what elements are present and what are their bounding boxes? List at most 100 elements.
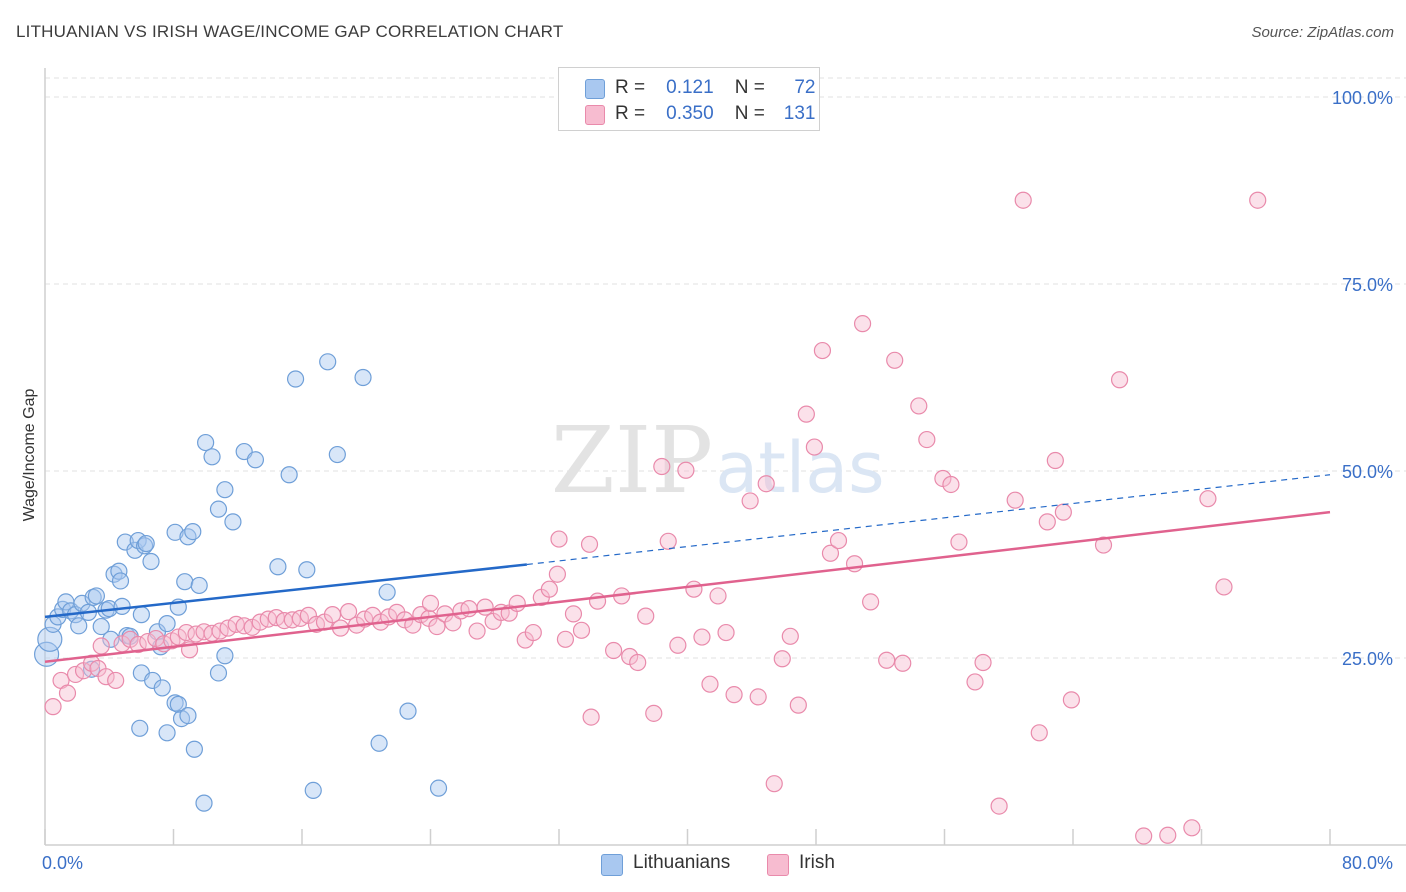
axes	[44, 68, 1406, 846]
data-point	[765, 775, 783, 793]
data-point	[197, 433, 215, 452]
data-point	[757, 475, 775, 493]
data-point	[378, 583, 396, 601]
data-point	[319, 353, 337, 371]
data-point	[246, 451, 265, 469]
data-point	[669, 636, 687, 654]
data-point	[990, 797, 1008, 815]
data-point	[605, 641, 623, 660]
data-point	[725, 686, 743, 704]
data-point	[942, 475, 960, 494]
data-point	[166, 523, 184, 541]
y-tick-label: 75.0%	[1342, 275, 1393, 295]
data-point	[741, 492, 759, 510]
data-point	[1094, 536, 1113, 554]
data-point	[572, 621, 591, 639]
data-point	[1249, 191, 1267, 209]
data-point	[550, 530, 568, 548]
data-point	[184, 522, 202, 541]
data-point	[910, 397, 928, 415]
data-point	[129, 635, 147, 654]
data-point	[97, 668, 115, 686]
data-point	[813, 341, 832, 360]
x-tick-label-min: 0.0%	[42, 853, 83, 873]
data-point	[216, 481, 234, 499]
data-point	[298, 561, 316, 579]
legend-n-label: N =	[734, 77, 765, 98]
data-point	[66, 665, 85, 684]
bottom-legend-label: Lithuanians	[633, 852, 731, 873]
data-point	[781, 627, 799, 645]
data-point	[853, 315, 872, 333]
data-point	[1046, 451, 1064, 470]
data-point	[137, 534, 155, 553]
trend-line-irish	[44, 510, 1331, 663]
legend-n-value: 131	[783, 103, 816, 124]
data-point	[685, 580, 703, 598]
data-point	[974, 653, 992, 672]
legend-swatch-irish	[585, 105, 605, 125]
data-point	[354, 368, 372, 387]
data-point	[280, 466, 298, 484]
data-point	[304, 781, 322, 799]
data-point	[92, 617, 110, 636]
data-point	[1014, 191, 1032, 209]
data-point	[476, 598, 494, 616]
series-lithuanians	[34, 353, 448, 812]
data-point	[659, 532, 677, 550]
data-point	[886, 351, 904, 369]
data-point	[829, 531, 848, 550]
data-point	[328, 445, 346, 464]
data-point	[1030, 724, 1048, 742]
data-point	[1038, 513, 1056, 531]
trend-line-lithuanians-extension	[526, 474, 1331, 566]
data-point	[70, 617, 88, 635]
data-point	[421, 594, 440, 612]
data-point	[195, 794, 213, 812]
data-point	[556, 630, 575, 648]
data-point	[693, 628, 711, 646]
data-point	[111, 572, 130, 590]
data-point	[224, 513, 242, 531]
data-point	[132, 606, 150, 624]
data-point	[637, 607, 655, 625]
data-point	[966, 673, 984, 691]
bottom-legend-swatch-lithuanians	[601, 854, 623, 876]
data-point	[653, 457, 671, 476]
data-point	[1215, 578, 1233, 596]
data-point	[209, 500, 228, 518]
data-point	[107, 671, 125, 690]
stats-legend: R = 0.121 N = 72 R = 0.350 N = 131	[558, 67, 820, 131]
data-point	[508, 594, 526, 612]
data-point	[677, 461, 695, 479]
data-point	[37, 626, 63, 652]
data-point	[1135, 827, 1153, 845]
data-point	[87, 587, 106, 605]
data-point	[113, 597, 131, 615]
trend-line-lithuanians	[44, 563, 528, 619]
data-point	[158, 724, 176, 742]
data-point	[370, 734, 388, 752]
data-point	[1183, 819, 1201, 837]
chart-source: Source: ZipAtlas.com	[1251, 24, 1394, 41]
data-point	[749, 688, 767, 706]
data-point	[131, 719, 149, 737]
data-point	[1006, 491, 1024, 509]
gridlines	[45, 77, 1406, 659]
tick-labels: 25.0% 50.0% 75.0% 100.0% 0.0% 80.0%	[42, 88, 1393, 873]
data-point	[878, 651, 896, 669]
data-point	[580, 535, 599, 553]
y-tick-label: 50.0%	[1342, 462, 1393, 482]
data-point	[169, 695, 187, 713]
data-point	[1062, 691, 1080, 709]
data-point	[216, 647, 234, 665]
data-point	[540, 580, 558, 598]
watermark-atlas: atlas	[715, 427, 884, 509]
series-irish	[44, 191, 1267, 845]
bottom-legend-label: Irish	[799, 852, 835, 873]
data-point	[1110, 371, 1129, 389]
legend-n-label: N =	[734, 103, 765, 124]
data-point	[789, 696, 807, 714]
data-point	[209, 664, 228, 682]
data-point	[821, 544, 840, 562]
